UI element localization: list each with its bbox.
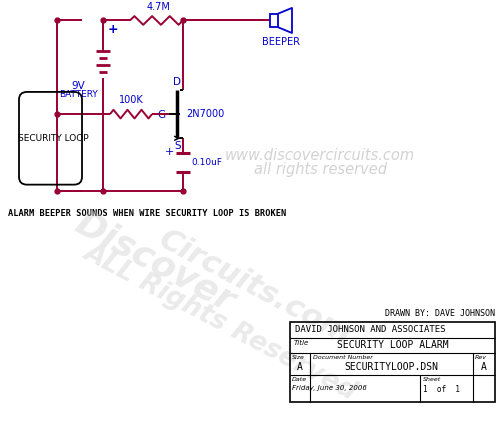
Text: 9V: 9V (71, 81, 85, 91)
Text: Sheet: Sheet (423, 377, 441, 382)
Text: Document Number: Document Number (313, 354, 373, 360)
Text: BEEPER: BEEPER (262, 37, 300, 47)
Text: +: + (165, 147, 174, 157)
Text: 2N7000: 2N7000 (186, 109, 224, 119)
Text: ALL Rights Reserved: ALL Rights Reserved (79, 239, 361, 405)
Text: ALARM BEEPER SOUNDS WHEN WIRE SECURITY LOOP IS BROKEN: ALARM BEEPER SOUNDS WHEN WIRE SECURITY L… (8, 209, 286, 218)
Text: Title: Title (294, 340, 309, 346)
Text: 1  of  1: 1 of 1 (423, 385, 460, 393)
Text: www.discovercircuits.com: www.discovercircuits.com (225, 148, 415, 163)
Text: S: S (174, 141, 181, 151)
Bar (270, 14, 278, 27)
Text: SECURITY LOOP ALARM: SECURITY LOOP ALARM (337, 341, 449, 350)
Text: Size: Size (292, 354, 305, 360)
Text: +: + (108, 23, 118, 36)
Bar (290, 322, 495, 402)
Text: DRAWN BY: DAVE JOHNSON: DRAWN BY: DAVE JOHNSON (385, 309, 495, 318)
Text: Circuits.com: Circuits.com (154, 225, 356, 351)
Text: Discover: Discover (70, 206, 241, 318)
Text: SECURITY LOOP: SECURITY LOOP (18, 134, 88, 143)
Text: 0.10uF: 0.10uF (191, 158, 222, 167)
Text: 100K: 100K (118, 96, 143, 105)
Text: G: G (158, 110, 166, 120)
Text: D: D (173, 77, 181, 87)
Text: SECURITYLOOP.DSN: SECURITYLOOP.DSN (345, 362, 438, 372)
Text: BATTERY: BATTERY (58, 90, 97, 99)
Text: A: A (297, 362, 303, 372)
Text: A: A (481, 362, 487, 372)
Text: Rev: Rev (475, 354, 487, 360)
Text: DAVID JOHNSON AND ASSOCIATES: DAVID JOHNSON AND ASSOCIATES (295, 325, 446, 334)
Text: all rights reserved: all rights reserved (254, 162, 387, 177)
Text: 4.7M: 4.7M (147, 2, 170, 12)
Text: Date: Date (292, 377, 307, 382)
Text: Friday, June 30, 2006: Friday, June 30, 2006 (292, 385, 367, 390)
